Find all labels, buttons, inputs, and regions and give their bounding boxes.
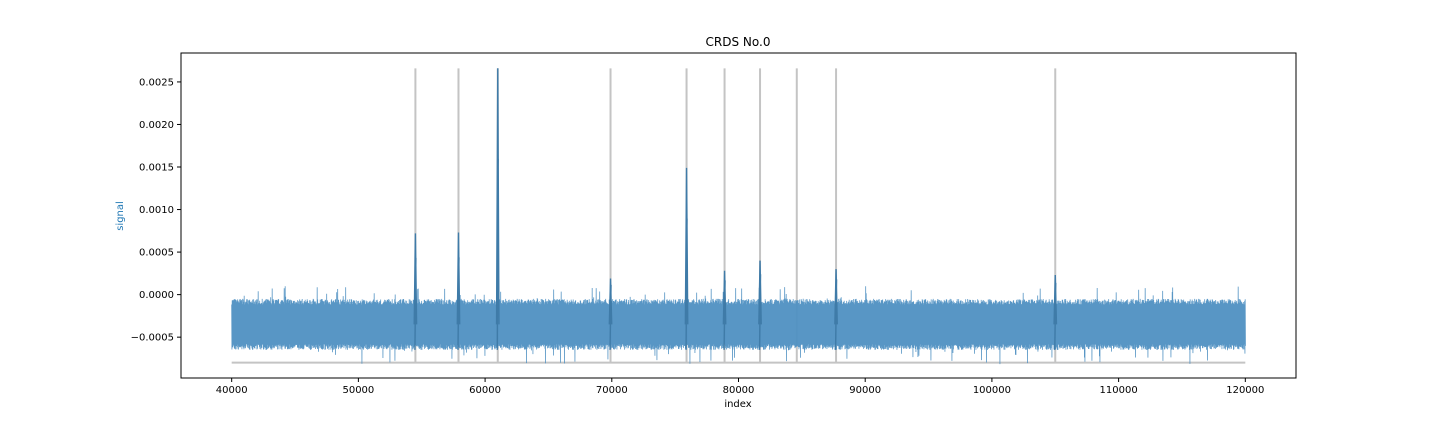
y-axis: −0.0005 0.0000 0.0005 0.0010 0.0015 0.0020 0.0…	[131, 77, 181, 344]
x-tick-label: 110000	[1100, 385, 1138, 396]
signal-peak	[758, 260, 762, 350]
chart-title: CRDS No.0	[706, 35, 771, 49]
signal-peak	[456, 232, 461, 350]
x-tick-label: 90000	[849, 385, 881, 396]
y-tick-label: 0.0020	[139, 120, 174, 131]
signal-series	[231, 68, 1246, 365]
x-tick-label: 100000	[973, 385, 1011, 396]
x-axis-label: index	[724, 399, 751, 410]
x-axis: 40000 50000 60000 70000 80000 90000 100000 1100…	[216, 378, 1264, 396]
x-tick-label: 60000	[469, 385, 501, 396]
plot-area	[231, 68, 1246, 365]
y-tick-label: −0.0005	[131, 333, 174, 344]
signal-peak	[722, 270, 727, 350]
x-tick-label: 50000	[342, 385, 374, 396]
signal-peak	[495, 68, 500, 350]
signal-peak	[413, 233, 418, 350]
y-tick-label: 0.0010	[139, 205, 174, 216]
y-tick-label: 0.0000	[139, 290, 174, 301]
signal-peak	[684, 167, 689, 350]
signal-peak	[834, 269, 838, 350]
signal-line	[231, 286, 1246, 365]
y-axis-label: signal	[115, 201, 126, 231]
signal-peak	[608, 278, 613, 350]
y-tick-label: 0.0015	[139, 163, 174, 174]
x-tick-label: 70000	[596, 385, 628, 396]
signal-peak	[1053, 275, 1058, 350]
x-tick-label: 120000	[1226, 385, 1264, 396]
x-tick-label: 40000	[216, 385, 248, 396]
y-tick-label: 0.0005	[139, 248, 174, 259]
x-tick-label: 80000	[723, 385, 755, 396]
y-tick-label: 0.0025	[139, 77, 174, 88]
